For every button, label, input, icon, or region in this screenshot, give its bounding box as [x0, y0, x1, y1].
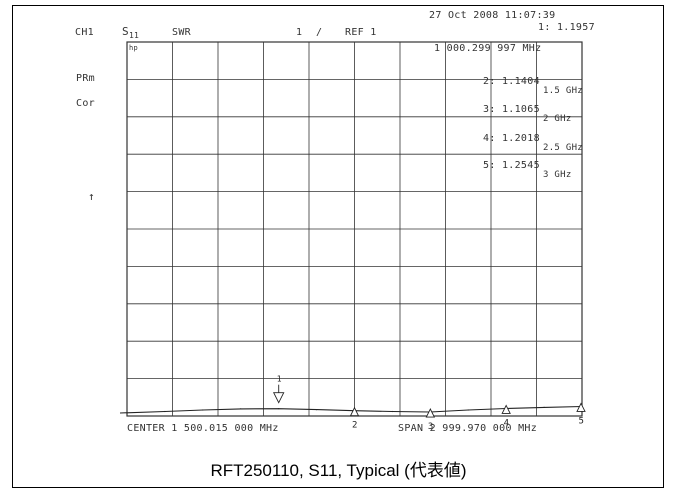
trace-point — [202, 409, 204, 411]
trace-point — [240, 408, 242, 410]
marker-4-triangle — [501, 404, 511, 414]
parameter-main: S — [122, 25, 129, 38]
marker5-readout: 5: 1.2545 — [483, 160, 540, 171]
trace-point — [467, 409, 469, 411]
swr-trace-line — [119, 405, 583, 414]
marker-3-triangle — [425, 408, 436, 418]
marker-layer: 1 2 3 4 5 — [272, 375, 586, 432]
prm-label: PRm — [76, 73, 95, 84]
marker4-readout: 4: 1.2018 — [483, 133, 540, 144]
channel-label: CH1 — [75, 27, 94, 38]
figure-caption: RFT250110, S11, Typical (代表値) — [210, 461, 467, 480]
scale-label: 1 — [296, 27, 303, 38]
active-marker-readout: 1: 1.1957 — [538, 22, 595, 33]
trace-point — [164, 410, 166, 413]
marker-2-triangle — [349, 406, 360, 417]
trace-point — [391, 410, 394, 413]
span-label: SPAN 2 999.970 000 MHz — [398, 423, 538, 434]
marker-1-triangle — [272, 392, 285, 404]
datetime-label: 27 Oct 2008 11:07:39 — [429, 10, 556, 21]
trace-point — [315, 409, 318, 411]
marker-3-label: 3 — [428, 422, 433, 432]
marker4-frequency: 2.5 GHz — [543, 143, 584, 153]
trace-point — [543, 406, 545, 408]
format-label: SWR — [172, 27, 191, 38]
marker-1-label: 1 — [277, 375, 282, 384]
reference-label: REF 1 — [345, 27, 377, 38]
marker-5-label: 5 — [579, 416, 584, 426]
parameter-sub: 11 — [128, 31, 140, 40]
center-frequency-label: CENTER 1 500.015 000 MHz — [127, 423, 279, 434]
cor-label: Cor — [76, 98, 95, 109]
trace-layer — [119, 405, 583, 414]
marker-2-label: 2 — [352, 421, 357, 431]
plot-grid — [126, 41, 583, 417]
marker-4-label: 4 — [504, 418, 509, 428]
trace-point — [126, 412, 128, 414]
marker3-frequency: 2 GHz — [543, 114, 572, 124]
reference-arrow: ↑ — [88, 190, 95, 203]
marker2-readout: 2: 1.1404 — [483, 76, 540, 87]
marker5-frequency: 3 GHz — [543, 170, 572, 180]
hp-logo: hp — [129, 44, 139, 52]
trace-point — [278, 408, 280, 410]
parameter-label: S11 — [122, 25, 139, 40]
marker3-readout: 3: 1.1065 — [483, 104, 540, 115]
scale-separator: / — [316, 27, 323, 38]
marker-5-triangle — [576, 402, 586, 412]
marker2-frequency: 1.5 GHz — [543, 86, 584, 96]
marker1-frequency: 1 000.299 997 MHz — [434, 43, 542, 54]
